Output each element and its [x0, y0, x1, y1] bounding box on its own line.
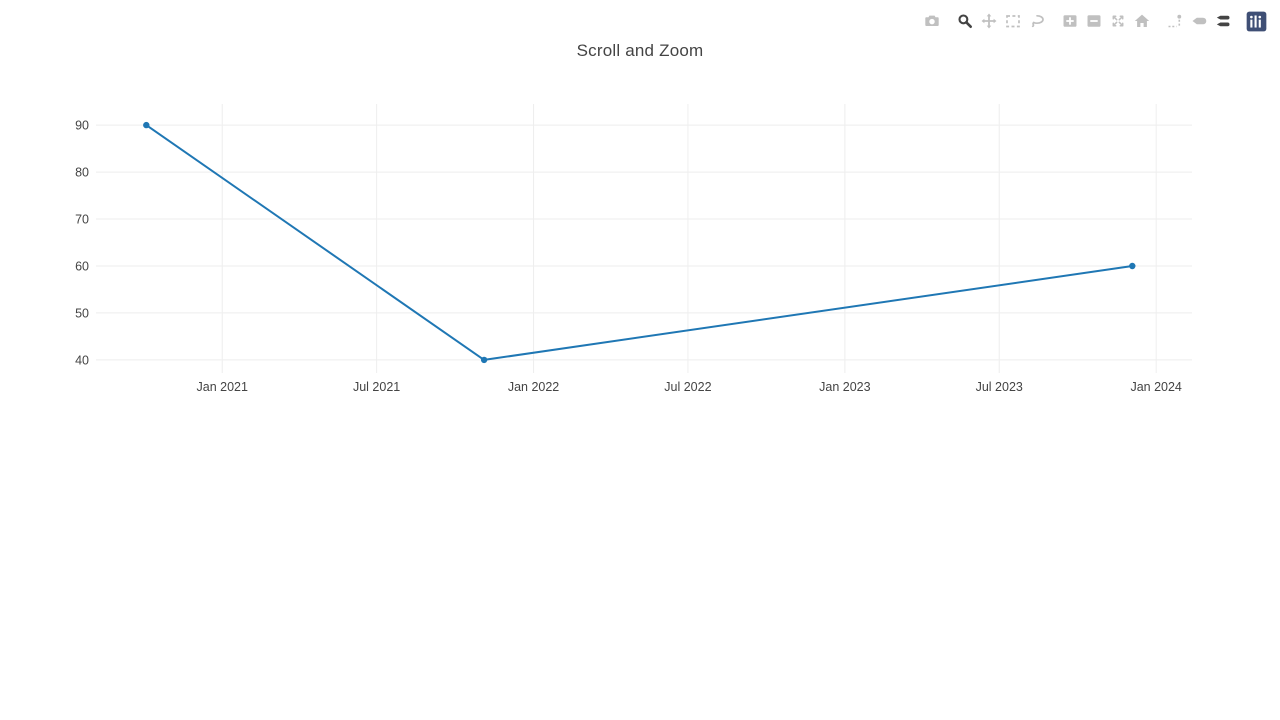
y-tick-label: 60: [75, 259, 89, 273]
box-select-button[interactable]: [1001, 10, 1025, 32]
single-tooltip-icon: [1192, 17, 1207, 25]
toggle-spikelines-button[interactable]: [1163, 10, 1187, 32]
download-plot-button[interactable]: [920, 10, 944, 32]
reset-axes-button[interactable]: [1130, 10, 1154, 32]
pan-button[interactable]: [977, 10, 1001, 32]
data-point-marker[interactable]: [143, 121, 150, 129]
x-tick-label: Jan 2022: [508, 380, 559, 394]
modebar-group: [1058, 10, 1154, 32]
y-tick-label: 80: [75, 166, 89, 180]
modebar-group: [953, 10, 1049, 32]
pan-arrows-icon: [981, 13, 997, 29]
y-tick-label: 40: [75, 353, 89, 367]
zoom-out-button[interactable]: [1082, 10, 1106, 32]
modebar-group: [1163, 10, 1235, 32]
modebar-group: [1244, 10, 1268, 32]
camera-icon: [925, 15, 939, 26]
y-tick-label: 70: [75, 213, 89, 227]
data-point-marker[interactable]: [480, 356, 488, 364]
zoom-in-button[interactable]: [1058, 10, 1082, 32]
modebar-group: [920, 10, 944, 32]
plotly-logo-icon: [1246, 11, 1266, 31]
minus-square-icon: [1087, 15, 1101, 27]
hover-compare-button[interactable]: [1211, 10, 1235, 32]
x-tick-label: Jan 2023: [819, 380, 870, 394]
chart-title: Scroll and Zoom: [576, 41, 704, 60]
double-tooltip-icon: [1216, 15, 1230, 27]
lasso-select-button[interactable]: [1025, 10, 1049, 32]
x-tick-label: Jul 2022: [664, 380, 711, 394]
home-icon: [1134, 14, 1150, 27]
magnifier-icon: [958, 14, 972, 28]
x-tick-label: Jul 2021: [353, 380, 400, 394]
spikelines-icon: [1168, 14, 1182, 28]
line-series: [145, 124, 1133, 361]
plus-square-icon: [1063, 15, 1077, 27]
plotly-logo-button[interactable]: [1244, 10, 1268, 32]
x-tick-label: Jan 2024: [1130, 380, 1181, 394]
modebar: [911, 10, 1268, 32]
autoscale-button[interactable]: [1106, 10, 1130, 32]
zoom-button[interactable]: [953, 10, 977, 32]
hover-closest-button[interactable]: [1187, 10, 1211, 32]
y-tick-label: 50: [75, 306, 89, 320]
data-point-marker[interactable]: [1129, 262, 1136, 270]
y-tick-label: 90: [75, 119, 89, 133]
box-select-icon: [1006, 15, 1020, 28]
x-tick-label: Jan 2021: [197, 380, 248, 394]
plot-area[interactable]: Jan 2021 Jul 2021 Jan 2022 Jul 2022 Jan 2023…: [0, 0, 1280, 430]
autoscale-icon: [1112, 15, 1124, 27]
x-tick-label: Jul 2023: [976, 380, 1023, 394]
lasso-icon: [1031, 14, 1044, 28]
